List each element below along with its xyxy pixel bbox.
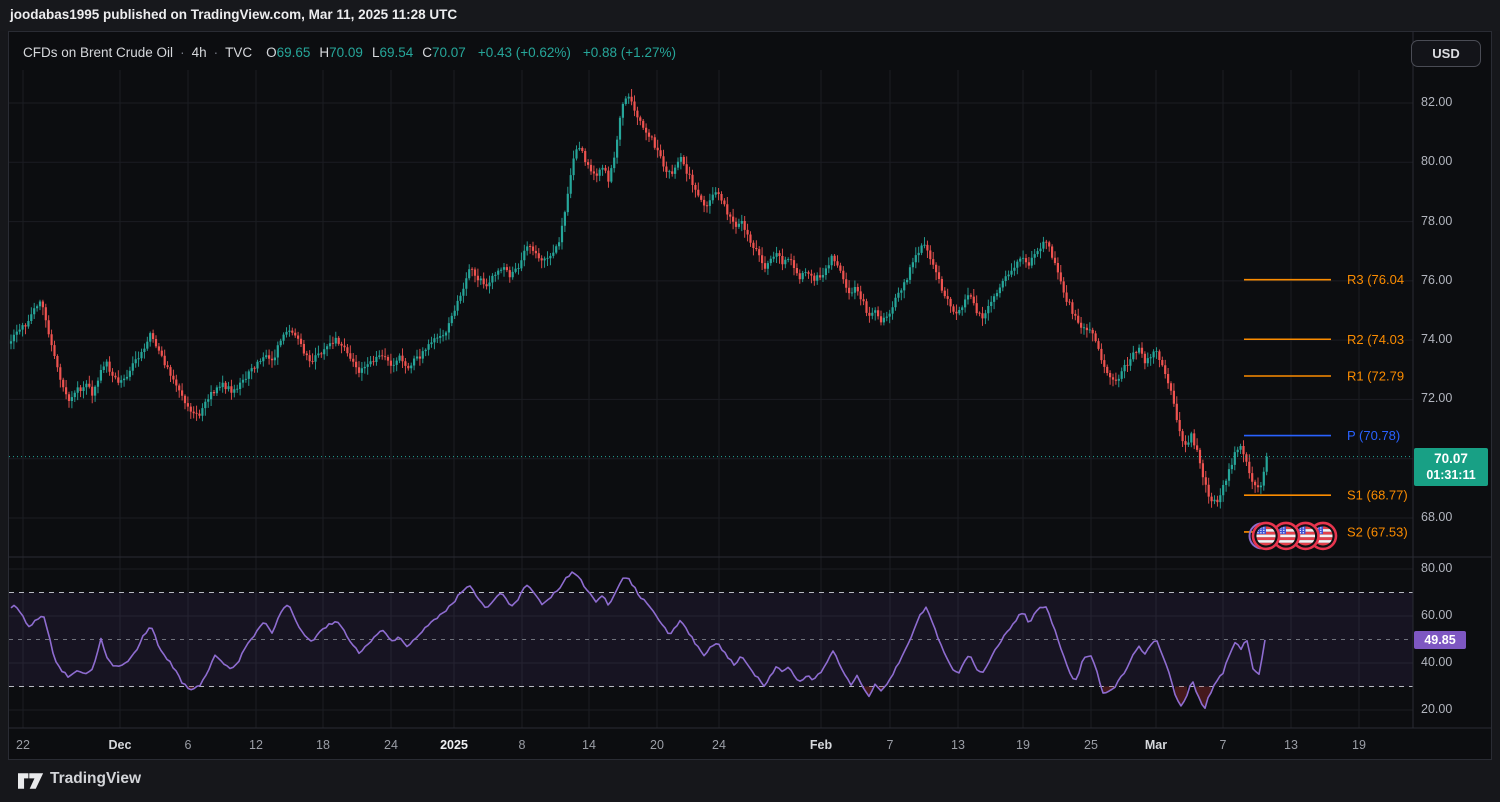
price-tick-78.00: 78.00: [1421, 214, 1452, 228]
time-tick-22: 22: [16, 738, 30, 752]
price-tick-72.00: 72.00: [1421, 391, 1452, 405]
time-tick-19: 19: [1016, 738, 1030, 752]
bar-countdown: 01:31:11: [1414, 467, 1488, 483]
price-tick-68.00: 68.00: [1421, 510, 1452, 524]
separator-dot: ·: [214, 45, 219, 60]
time-tick-2025: 2025: [440, 738, 468, 752]
time-tick-13: 13: [1284, 738, 1298, 752]
rsi-tick-40.00: 40.00: [1421, 655, 1452, 669]
time-tick-7: 7: [1220, 738, 1227, 752]
rsi-value-badge: 49.85: [1414, 631, 1466, 649]
tradingview-logo-icon[interactable]: [18, 770, 44, 792]
us-flag-icon[interactable]: [1253, 523, 1279, 549]
ohlc-l: L69.54: [372, 45, 413, 60]
ohlc-h: H70.09: [319, 45, 363, 60]
rsi-tick-20.00: 20.00: [1421, 702, 1452, 716]
time-tick-Feb: Feb: [810, 738, 832, 752]
price-tick-76.00: 76.00: [1421, 273, 1452, 287]
exchange-label: TVC: [225, 45, 252, 60]
time-tick-24: 24: [712, 738, 726, 752]
last-price-value: 70.07: [1414, 450, 1488, 467]
symbol-title: CFDs on Brent Crude Oil: [23, 45, 173, 60]
ohlc-values: O69.65 H70.09 L69.54 C70.07: [266, 45, 466, 60]
time-tick-Mar: Mar: [1145, 738, 1167, 752]
currency-usd-button[interactable]: USD: [1411, 40, 1481, 67]
change-value: +0.43 (+0.62%): [478, 45, 571, 60]
ohlc-c: C70.07: [422, 45, 466, 60]
time-tick-6: 6: [185, 738, 192, 752]
time-tick-20: 20: [650, 738, 664, 752]
price-tick-80.00: 80.00: [1421, 154, 1452, 168]
footer-bar: TradingView: [0, 760, 1500, 802]
rsi-tick-60.00: 60.00: [1421, 608, 1452, 622]
time-tick-13: 13: [951, 738, 965, 752]
pivot-label-s2: S2 (67.53): [1347, 524, 1408, 539]
price-tick-74.00: 74.00: [1421, 332, 1452, 346]
price-tick-82.00: 82.00: [1421, 95, 1452, 109]
time-tick-14: 14: [582, 738, 596, 752]
time-tick-12: 12: [249, 738, 263, 752]
time-tick-Dec: Dec: [109, 738, 132, 752]
ohlc-o: O69.65: [266, 45, 310, 60]
pivot-label-r1: R1 (72.79: [1347, 369, 1404, 384]
time-tick-8: 8: [519, 738, 526, 752]
tradingview-brand-link[interactable]: TradingView: [50, 770, 141, 788]
publisher-bar: joodabas1995 published on TradingView.co…: [0, 0, 1500, 31]
time-tick-25: 25: [1084, 738, 1098, 752]
time-tick-18: 18: [316, 738, 330, 752]
separator-dot: ·: [180, 45, 185, 60]
interval-label: 4h: [192, 45, 207, 60]
price-and-rsi-chart[interactable]: R3 (76.04 R2 (74.03 R1 (72.79 P (70.78) S1 (…: [9, 32, 1491, 759]
publisher-text: joodabas1995 published on TradingView.co…: [10, 7, 457, 22]
extended-change-value: +0.88 (+1.27%): [583, 45, 676, 60]
time-tick-7: 7: [887, 738, 894, 752]
rsi-tick-80.00: 80.00: [1421, 561, 1452, 575]
pivot-label-r2: R2 (74.03: [1347, 332, 1404, 347]
time-tick-19: 19: [1352, 738, 1366, 752]
time-tick-24: 24: [384, 738, 398, 752]
pivot-label-p: P (70.78): [1347, 428, 1400, 443]
last-price-badge: 70.07 01:31:11: [1414, 448, 1488, 486]
pivot-label-s1: S1 (68.77): [1347, 488, 1408, 503]
chart-panel: R3 (76.04 R2 (74.03 R1 (72.79 P (70.78) S1 (…: [8, 31, 1492, 760]
pivot-label-r3: R3 (76.04: [1347, 272, 1404, 287]
symbol-header: CFDs on Brent Crude Oil · 4h · TVC O69.6…: [23, 41, 676, 63]
